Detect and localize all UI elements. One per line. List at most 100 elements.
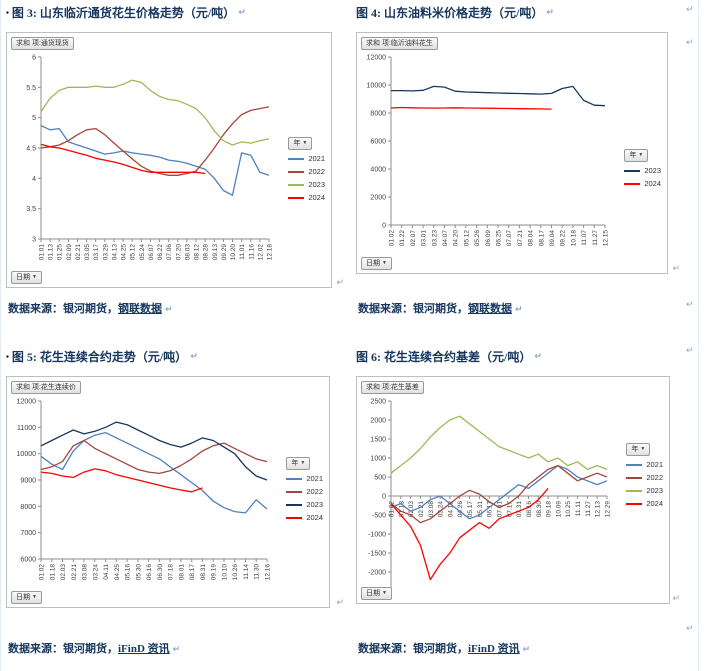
- svg-text:10.10: 10.10: [222, 564, 229, 581]
- svg-text:03.05: 03.05: [84, 244, 91, 261]
- figure-4-section: 图 4: 山东油料米价格走势（元/吨） ↵ 0 2000 4000 6000 8000 1…: [356, 4, 680, 324]
- date-filter-label: 日期: [366, 259, 380, 267]
- svg-text:03.29: 03.29: [102, 244, 109, 261]
- svg-text:06.07: 06.07: [148, 244, 155, 261]
- source-text: 数据来源：银河期货，: [358, 303, 468, 315]
- paragraph-mark: ↵: [534, 351, 542, 362]
- svg-text:6000: 6000: [370, 139, 386, 146]
- pivot-value-field-button[interactable]: 求和 项:通货现货: [11, 37, 74, 51]
- source-link[interactable]: 钢联数据: [468, 303, 512, 315]
- paragraph-mark: ↵: [686, 300, 694, 310]
- pivot-value-field-button[interactable]: 求和 项:临沂油料花生: [361, 37, 438, 51]
- source-link[interactable]: iFinD 资讯: [118, 643, 170, 655]
- date-filter-label: 日期: [16, 273, 30, 281]
- legend-item-2022: 2022: [288, 167, 325, 176]
- line-chart-figure-4: 0 2000 4000 6000 8000 10000 12000 01.02 01.22 02.…: [357, 33, 667, 273]
- chart-legend: 年 ▼ 2021 2022 2023 2024: [288, 137, 325, 202]
- paragraph-mark: ↵: [686, 38, 694, 48]
- legend-label: 2023: [644, 166, 661, 176]
- svg-text:04.11: 04.11: [103, 564, 110, 580]
- chevron-down-icon: ▼: [638, 152, 644, 159]
- svg-text:06.17: 06.17: [487, 501, 494, 518]
- svg-text:0: 0: [382, 494, 386, 501]
- legend-swatch-icon: [288, 157, 305, 160]
- figure-3-title-text: 图 3: 山东临沂通货花生价格走势（元/吨）: [11, 6, 236, 20]
- paragraph-mark: ↵: [546, 7, 554, 18]
- pivot-value-field-button[interactable]: 求和 项:花生连续价: [11, 381, 81, 395]
- date-filter-button[interactable]: 日期 ▼: [361, 586, 392, 600]
- svg-text:6: 6: [32, 55, 36, 62]
- svg-text:10.25: 10.25: [565, 501, 572, 518]
- legend-swatch-icon: [624, 182, 641, 185]
- year-filter-button[interactable]: 年 ▼: [288, 137, 313, 151]
- line-chart-figure-6: -2500-2000-1500-1000-5000500100015002000…: [357, 377, 669, 603]
- figure-6-title-text: 图 6: 花生连续合约基差（元/吨）: [356, 350, 532, 364]
- svg-text:06.22: 06.22: [157, 244, 164, 261]
- svg-text:08.01: 08.01: [178, 564, 185, 581]
- legend-label: 2022: [308, 167, 325, 177]
- year-filter-button[interactable]: 年 ▼: [624, 149, 649, 163]
- year-filter-label: 年: [629, 152, 637, 159]
- svg-text:5.5: 5.5: [26, 85, 36, 92]
- legend-item-2023: 2023: [626, 486, 663, 495]
- chevron-down-icon: ▼: [382, 260, 387, 267]
- svg-text:08.30: 08.30: [536, 501, 543, 518]
- svg-text:06.09: 06.09: [485, 230, 492, 247]
- year-filter-button[interactable]: 年 ▼: [626, 443, 651, 457]
- legend-label: 2023: [306, 500, 323, 510]
- year-filter-button[interactable]: 年 ▼: [286, 457, 311, 471]
- svg-text:04.12: 04.12: [447, 501, 454, 518]
- svg-text:8000: 8000: [20, 504, 36, 511]
- chevron-down-icon: ▼: [32, 274, 37, 281]
- chart-legend: 年 ▼ 2023 2024: [624, 149, 661, 188]
- legend-label: 2021: [646, 460, 663, 470]
- legend-item-2024: 2024: [286, 513, 323, 522]
- chevron-down-icon: ▼: [382, 590, 387, 597]
- svg-text:04.13: 04.13: [112, 244, 119, 261]
- date-filter-button[interactable]: 日期 ▼: [11, 590, 42, 604]
- date-filter-button[interactable]: 日期 ▼: [11, 270, 42, 284]
- svg-text:12.29: 12.29: [605, 501, 612, 518]
- svg-text:05.12: 05.12: [130, 244, 137, 261]
- svg-text:5: 5: [32, 115, 36, 122]
- svg-text:-1000: -1000: [368, 532, 386, 539]
- svg-text:01.02: 01.02: [389, 230, 396, 247]
- svg-text:11000: 11000: [17, 425, 36, 432]
- svg-text:3: 3: [32, 237, 36, 244]
- legend-item-2021: 2021: [286, 474, 323, 483]
- year-filter-label: 年: [293, 140, 301, 147]
- legend-swatch-icon: [288, 170, 305, 173]
- svg-text:09.13: 09.13: [212, 244, 219, 261]
- date-filter-button[interactable]: 日期 ▼: [361, 256, 392, 270]
- paragraph-mark: ↵: [165, 305, 173, 315]
- legend-swatch-icon: [626, 463, 643, 466]
- paragraph-mark: ↵: [686, 5, 694, 15]
- chart-frame-figure-4: 0 2000 4000 6000 8000 10000 12000 01.02 01.22 02.…: [356, 32, 668, 274]
- legend-items: 2023 2024: [624, 166, 661, 188]
- chart-frame-figure-6: -2500-2000-1500-1000-5000500100015002000…: [356, 376, 670, 604]
- svg-text:02.03: 02.03: [60, 564, 67, 581]
- chart-frame-figure-3: 3 3.5 4 4.5 5 5.5 6 01.01 01.13 01.25 02.09 02.21 03…: [6, 32, 332, 288]
- page-right-border: [698, 0, 699, 671]
- svg-text:08.12: 08.12: [194, 244, 201, 261]
- svg-text:01.18: 01.18: [398, 501, 405, 518]
- paragraph-mark: ↵: [515, 305, 523, 315]
- svg-text:05.26: 05.26: [474, 230, 481, 247]
- source-link[interactable]: 钢联数据: [118, 303, 162, 315]
- pivot-value-field-button[interactable]: 求和 项:花生基差: [361, 381, 424, 395]
- data-source-line: 数据来源：银河期货，钢联数据 ↵: [358, 300, 523, 316]
- svg-text:10000: 10000: [367, 83, 387, 90]
- svg-text:12000: 12000: [17, 399, 37, 406]
- legend-item-2023: 2023: [288, 180, 325, 189]
- chart-legend: 年 ▼ 2021 2022 2023 2024: [626, 443, 663, 508]
- svg-text:03.24: 03.24: [92, 564, 99, 581]
- paragraph-mark: ↵: [686, 346, 694, 356]
- svg-text:9000: 9000: [20, 478, 36, 485]
- paragraph-mark: ↵: [172, 645, 181, 655]
- svg-text:07.06: 07.06: [166, 244, 173, 261]
- svg-text:11.01: 11.01: [239, 244, 246, 260]
- line-chart-figure-5: 6000 7000 8000 9000 10000 11000 12000 01.02 01.1…: [7, 377, 329, 607]
- figure-5-title: ▪ 图 5: 花生连续合约走势（元/吨） ↵: [6, 348, 340, 365]
- svg-text:09.04: 09.04: [549, 230, 556, 247]
- source-link[interactable]: iFinD 资讯: [468, 643, 520, 655]
